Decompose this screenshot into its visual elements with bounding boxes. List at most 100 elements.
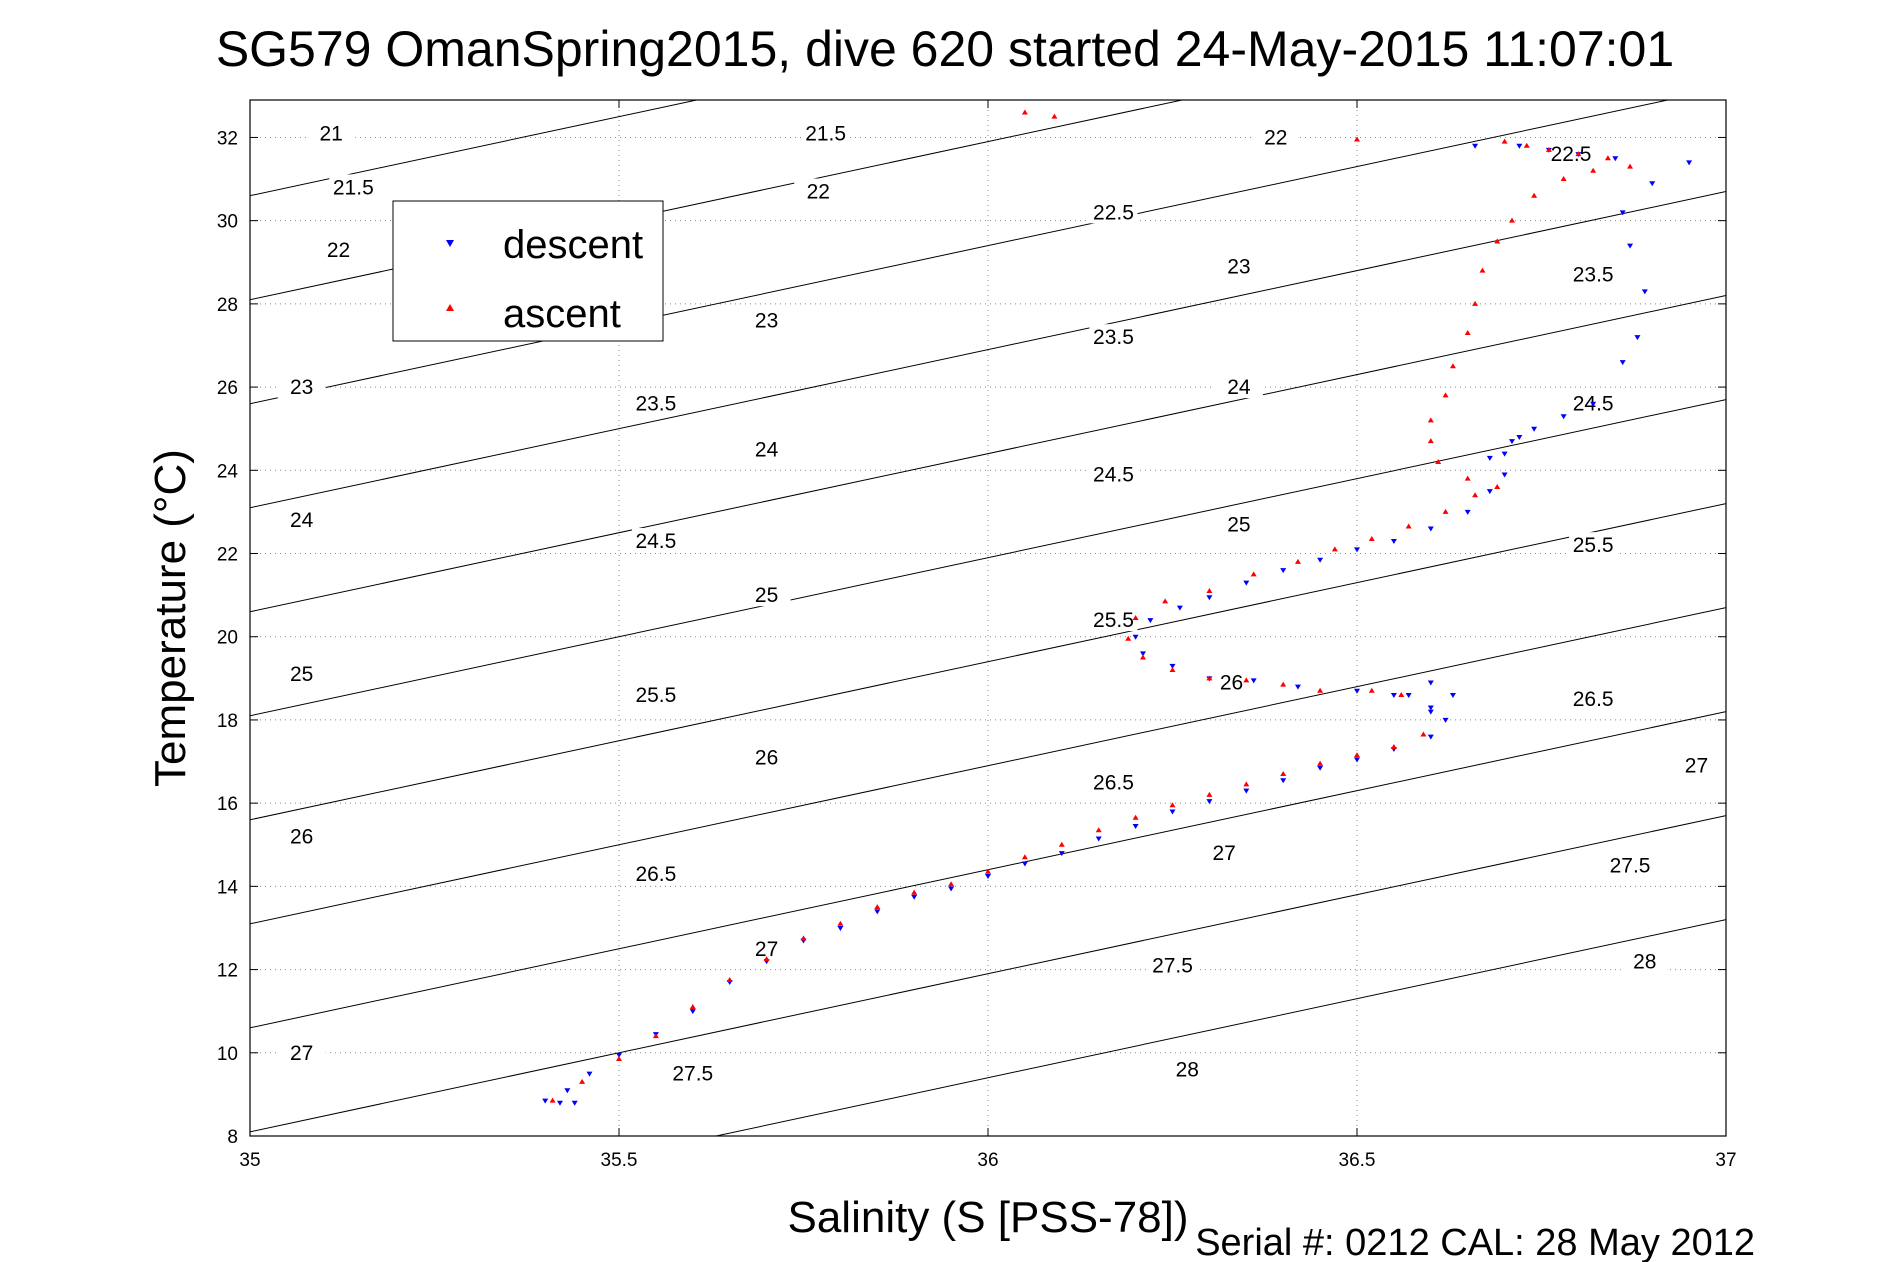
contour-label-bg <box>1089 769 1138 794</box>
density-contour <box>250 191 1726 509</box>
ascent-point <box>1169 802 1176 808</box>
ascent-point <box>1354 752 1360 758</box>
descent-point <box>1354 757 1360 763</box>
descent-point <box>1427 526 1434 532</box>
ascent-point <box>1368 535 1375 541</box>
y-tick-label: 8 <box>227 1127 238 1148</box>
ascent-point <box>1368 687 1375 693</box>
contour-label-bg <box>1089 461 1138 486</box>
density-contour <box>250 815 1726 1133</box>
contour-label: 24.5 <box>1093 463 1134 486</box>
legend: descent ascent <box>392 200 664 342</box>
density-contour <box>250 399 1726 717</box>
descent-point <box>1169 663 1176 669</box>
ascent-point <box>1206 587 1213 593</box>
density-contour <box>250 100 700 197</box>
ascent-point <box>1390 743 1397 749</box>
descent-point <box>1427 705 1434 711</box>
descent-point <box>1508 439 1515 445</box>
contour-label-bg <box>1214 511 1263 536</box>
data-series <box>542 109 1693 1106</box>
ascent-point <box>1132 615 1139 620</box>
descent-point <box>1250 678 1257 684</box>
descent-point <box>948 886 955 892</box>
serial-footnote: Serial #: 0212 CAL: 28 May 2012 <box>1195 1222 1755 1262</box>
contour-label-bg <box>742 744 791 769</box>
contour-label: 28 <box>1176 1058 1199 1081</box>
descent-point <box>1501 472 1508 478</box>
contour-label-bg <box>1089 607 1138 632</box>
contour-label: 26 <box>290 825 313 848</box>
descent-point <box>564 1088 571 1094</box>
contour-label: 27 <box>1212 842 1235 865</box>
ascent-series <box>549 109 1634 1103</box>
contour-label-bg <box>742 436 791 461</box>
y-tick-label: 32 <box>217 128 238 149</box>
legend-box <box>392 200 664 342</box>
contour-label-bg <box>794 178 843 203</box>
contour-label-bg <box>307 120 356 145</box>
contour-label: 23 <box>755 310 778 333</box>
descent-point <box>1206 595 1213 601</box>
ascent-point <box>579 1078 586 1084</box>
contour-label: 23.5 <box>1093 326 1134 349</box>
contour-label-bg <box>742 307 791 332</box>
descent-point <box>616 1052 622 1058</box>
ascent-point <box>1405 523 1412 529</box>
x-tick-label: 36 <box>977 1150 998 1171</box>
contour-label-bg <box>277 661 326 686</box>
descent-point <box>1486 489 1493 495</box>
density-contour <box>250 100 1671 405</box>
descent-point <box>571 1100 578 1106</box>
descent-point <box>1390 539 1397 545</box>
ascent-point <box>1294 558 1301 564</box>
ascent-point <box>1501 138 1508 144</box>
contour-label: 25 <box>1227 513 1250 536</box>
contour-label-bg <box>1200 840 1249 865</box>
contour-label-bg <box>1547 141 1596 166</box>
ascent-point <box>1243 781 1250 787</box>
ascent-point <box>1139 654 1146 660</box>
contour-label: 27 <box>755 938 778 961</box>
contour-label: 23 <box>290 376 313 399</box>
descent-point <box>586 1071 593 1077</box>
contour-label: 26 <box>1220 671 1243 694</box>
descent-point <box>1427 680 1434 686</box>
ascent-point <box>800 935 807 941</box>
ascent-point <box>985 868 991 874</box>
ascent-point <box>616 1056 622 1062</box>
contour-label: 24 <box>1227 376 1251 399</box>
contour-label: 27.5 <box>1610 855 1651 878</box>
contour-label: 28 <box>1633 950 1656 973</box>
contour-label-bg <box>277 1039 326 1064</box>
descent-point <box>1641 289 1648 295</box>
ascent-point <box>1627 163 1634 169</box>
ascent-point <box>1479 267 1486 273</box>
contour-label: 24.5 <box>635 530 676 553</box>
contour-label: 26.5 <box>635 863 676 886</box>
descent-point <box>542 1098 549 1104</box>
descent-point <box>1427 734 1434 740</box>
legend-descent-marker <box>446 240 454 247</box>
descent-point <box>1449 692 1456 698</box>
ascent-point <box>1162 598 1169 604</box>
density-contour <box>250 295 1726 613</box>
contour-label: 25 <box>290 663 313 686</box>
ascent-point <box>689 1004 696 1010</box>
contour-label: 26 <box>755 746 778 769</box>
ascent-point <box>1435 458 1442 464</box>
contour-label: 25.5 <box>1093 609 1134 632</box>
contour-label-bg <box>1089 324 1138 349</box>
descent-point <box>1058 851 1065 857</box>
descent-point <box>1243 580 1250 586</box>
descent-point <box>1280 568 1287 574</box>
ascent-point <box>1317 687 1324 693</box>
descent-point <box>689 1009 696 1015</box>
y-tick-label: 24 <box>217 461 239 482</box>
ascent-point <box>874 904 881 910</box>
ascent-point <box>1472 300 1479 306</box>
ascent-point <box>1058 841 1065 847</box>
contour-label-bg <box>631 390 680 415</box>
descent-point <box>1139 651 1146 657</box>
